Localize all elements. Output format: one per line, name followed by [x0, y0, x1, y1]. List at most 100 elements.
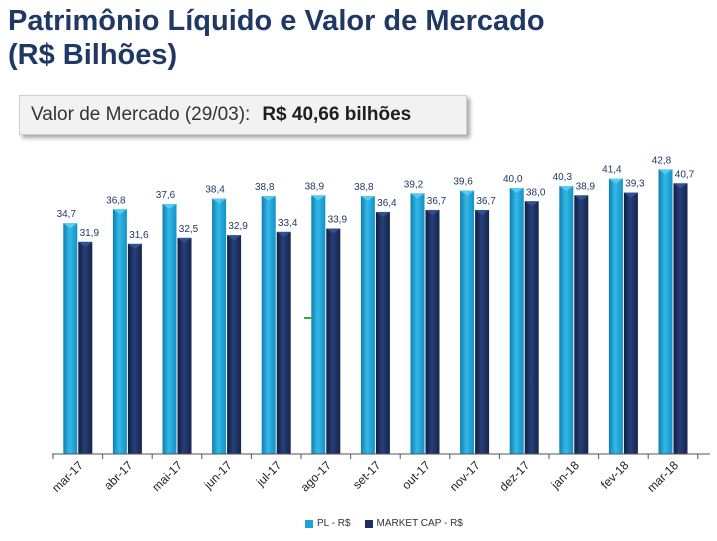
data-label-pl-out-17: 39,2: [404, 179, 424, 190]
x-tick-label-ago-17: ago-17: [298, 458, 335, 495]
x-tick-label-mar-17: mar-17: [49, 458, 86, 495]
x-tick-label-jun-17: jun-17: [201, 458, 235, 492]
legend-label-pl: PL - R$: [317, 518, 351, 529]
x-tick-label-nov-17: nov-17: [447, 458, 483, 494]
bar-market-cap-jul-17: [276, 231, 291, 454]
data-label-pl-jan-18: 40,3: [553, 172, 573, 183]
data-label-market-cap-jan-18: 38,9: [576, 181, 596, 192]
data-label-pl-fev-18: 41,4: [602, 165, 622, 176]
data-label-pl-set-17: 38,8: [354, 182, 374, 193]
bar-pl-jul-17: [261, 195, 276, 455]
bar-cap-pl-jan-18: [559, 186, 574, 192]
bar-cap-pl-abr-17: [112, 209, 127, 215]
x-tick-label-fev-18: fev-18: [598, 458, 632, 492]
bar-market-cap-out-17: [425, 209, 440, 454]
bar-cap-pl-mai-17: [162, 203, 177, 209]
data-label-market-cap-set-17: 36,4: [377, 198, 397, 209]
data-label-pl-mar-17: 34,7: [57, 209, 77, 220]
page-title: Patrimônio Líquido e Valor de Mercado (R…: [8, 4, 545, 72]
bar-cap-market-cap-jun-17: [227, 235, 242, 241]
bar-cap-market-cap-jan-18: [574, 195, 589, 201]
bar-cap-market-cap-out-17: [425, 209, 440, 215]
bar-market-cap-jan-18: [574, 195, 589, 454]
data-label-market-cap-mar-17: 31,9: [80, 228, 100, 239]
data-label-pl-jun-17: 38,4: [205, 185, 225, 196]
x-tick-label-out-17: out-17: [399, 458, 433, 492]
bar-pl-jun-17: [212, 198, 227, 454]
legend: PL - R$ MARKET CAP - R$: [305, 518, 463, 529]
bar-pl-out-17: [410, 193, 425, 454]
bar-market-cap-ago-17: [326, 228, 341, 454]
legend-item-pl: PL - R$: [305, 518, 351, 529]
x-tick-label-abr-17: abr-17: [101, 458, 136, 493]
title-line-2: (R$ Bilhões): [8, 39, 178, 71]
x-tick-label-jan-18: jan-18: [548, 458, 582, 492]
data-label-market-cap-dez-17: 38,0: [526, 187, 546, 198]
legend-swatch-market-cap: [364, 519, 373, 528]
data-label-pl-dez-17: 40,0: [503, 174, 523, 185]
data-label-market-cap-jun-17: 32,9: [228, 221, 248, 232]
bar-cap-pl-out-17: [410, 193, 425, 199]
x-tick-label-dez-17: dez-17: [496, 458, 532, 494]
data-label-market-cap-mar-18: 40,7: [675, 169, 695, 180]
bar-cap-pl-set-17: [360, 195, 375, 201]
bar-cap-market-cap-fev-18: [623, 192, 638, 198]
bar-cap-market-cap-mai-17: [177, 237, 192, 243]
legend-label-market-cap: MARKET CAP - R$: [376, 518, 463, 529]
bar-cap-pl-ago-17: [311, 195, 326, 201]
bar-pl-fev-18: [608, 178, 623, 454]
x-tick-label-mar-18: mar-18: [644, 458, 681, 495]
market-value-label: Valor de Mercado (29/03):: [31, 104, 251, 125]
bar-pl-abr-17: [112, 209, 127, 454]
data-label-pl-nov-17: 39,6: [453, 177, 473, 188]
data-label-market-cap-abr-17: 31,6: [129, 230, 149, 241]
data-label-market-cap-nov-17: 36,7: [476, 196, 496, 207]
legend-swatch-pl: [305, 519, 313, 528]
bar-cap-pl-mar-18: [658, 169, 673, 175]
data-label-market-cap-ago-17: 33,9: [328, 215, 348, 226]
data-label-pl-jul-17: 38,8: [255, 182, 275, 193]
data-label-market-cap-out-17: 36,7: [427, 196, 447, 207]
bar-cap-pl-jul-17: [261, 195, 276, 201]
bar-market-cap-abr-17: [127, 243, 142, 454]
bar-cap-pl-jun-17: [212, 198, 227, 204]
bar-market-cap-mar-18: [673, 183, 688, 454]
bar-cap-pl-mar-17: [63, 223, 78, 229]
bar-cap-market-cap-ago-17: [326, 228, 341, 234]
data-label-pl-ago-17: 38,9: [305, 181, 325, 192]
bar-cap-market-cap-nov-17: [475, 209, 490, 215]
bar-pl-jan-18: [559, 186, 574, 454]
bar-market-cap-dez-17: [524, 201, 539, 454]
bar-cap-pl-dez-17: [509, 188, 524, 193]
bar-pl-mai-17: [162, 203, 177, 454]
bar-pl-mar-17: [63, 223, 78, 454]
bar-cap-market-cap-abr-17: [127, 243, 142, 249]
bar-market-cap-jun-17: [227, 235, 242, 454]
bar-cap-market-cap-dez-17: [524, 201, 539, 207]
title-line-1: Patrimônio Líquido e Valor de Mercado: [8, 5, 545, 37]
bar-market-cap-fev-18: [623, 192, 638, 454]
bar-cap-market-cap-set-17: [375, 211, 390, 217]
bar-pl-set-17: [360, 195, 375, 455]
bar-cap-market-cap-mar-18: [673, 183, 688, 189]
bar-cap-market-cap-jul-17: [276, 231, 291, 237]
x-tick-label-set-17: set-17: [350, 458, 384, 492]
bar-market-cap-nov-17: [475, 209, 490, 454]
bar-market-cap-mar-17: [78, 241, 93, 454]
data-label-pl-mai-17: 37,6: [156, 190, 176, 201]
x-tick-label-jul-17: jul-17: [253, 458, 285, 490]
data-label-pl-mar-18: 42,8: [652, 155, 672, 166]
market-value-box: Valor de Mercado (29/03): R$ 40,66 bilhõ…: [19, 95, 467, 135]
data-label-market-cap-fev-18: 39,3: [625, 179, 645, 190]
bar-pl-dez-17: [509, 188, 524, 454]
bar-market-cap-set-17: [375, 211, 390, 454]
bar-pl-nov-17: [460, 190, 475, 454]
bar-pl-ago-17: [311, 195, 326, 454]
data-label-market-cap-jul-17: 33,4: [278, 218, 298, 229]
bar-cap-pl-nov-17: [460, 190, 475, 196]
bar-pl-mar-18: [658, 169, 673, 454]
data-label-pl-abr-17: 36,8: [106, 195, 126, 206]
x-tick-label-mai-17: mai-17: [149, 458, 185, 494]
data-label-market-cap-mai-17: 32,5: [179, 224, 199, 235]
